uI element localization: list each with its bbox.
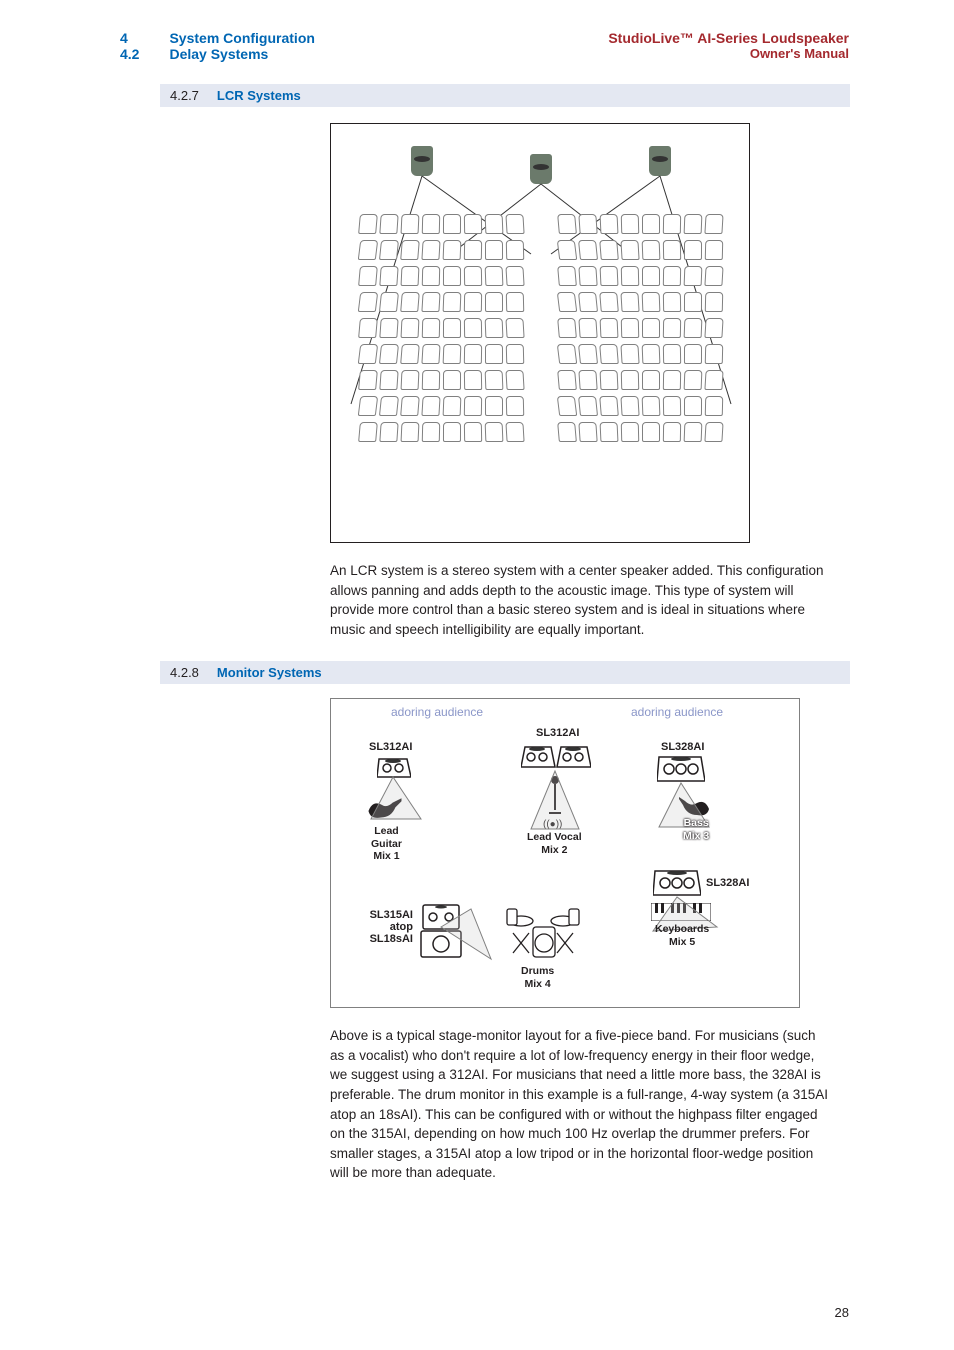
section-title: System Configuration <box>169 30 314 46</box>
lcr-body-text: An LCR system is a stereo system with a … <box>330 561 830 639</box>
monitor-diagram: adoring audience adoring audience SL312A… <box>330 698 800 1008</box>
section-band-title: LCR Systems <box>217 88 301 103</box>
speaker-center-icon <box>530 154 552 184</box>
header-nums: 4 4.2 <box>120 30 139 62</box>
monitor-body-text: Above is a typical stage-monitor layout … <box>330 1026 830 1183</box>
subsection-title: Delay Systems <box>169 46 314 62</box>
page-header: 4 4.2 System Configuration Delay Systems… <box>0 0 954 62</box>
mix-label-drums: Drums Mix 4 <box>521 965 554 990</box>
page-number: 28 <box>835 1305 849 1320</box>
brand-line-1: StudioLive™ AI-Series Loudspeaker <box>608 30 849 46</box>
section-band-num-2: 4.2.8 <box>170 665 199 680</box>
subsection-number: 4.2 <box>120 46 139 62</box>
header-left: 4 4.2 System Configuration Delay Systems <box>120 30 315 62</box>
section-band-num: 4.2.7 <box>170 88 199 103</box>
section-band-title-2: Monitor Systems <box>217 665 322 680</box>
lcr-diagram: // placeholder — chairs rendered below v… <box>330 123 750 543</box>
audience-chairs: // placeholder — chairs rendered below v… <box>353 214 729 524</box>
section-number: 4 <box>120 30 139 46</box>
mix-label-guitar: Lead Guitar Mix 1 <box>371 825 402 863</box>
mix-label-bass: Bass Mix 3 <box>683 817 709 842</box>
header-right: StudioLive™ AI-Series Loudspeaker Owner'… <box>608 30 849 62</box>
mix-label-keys: Keyboards Mix 5 <box>655 923 709 948</box>
section-band-lcr: 4.2.7 LCR Systems <box>160 84 850 107</box>
section-band-monitor: 4.2.8 Monitor Systems <box>160 661 850 684</box>
speaker-left-icon <box>411 146 433 176</box>
header-titles: System Configuration Delay Systems <box>169 30 314 62</box>
brand-line-2: Owner's Manual <box>608 46 849 61</box>
speaker-right-icon <box>649 146 671 176</box>
mix-label-vocal: Lead Vocal Mix 2 <box>527 831 582 856</box>
